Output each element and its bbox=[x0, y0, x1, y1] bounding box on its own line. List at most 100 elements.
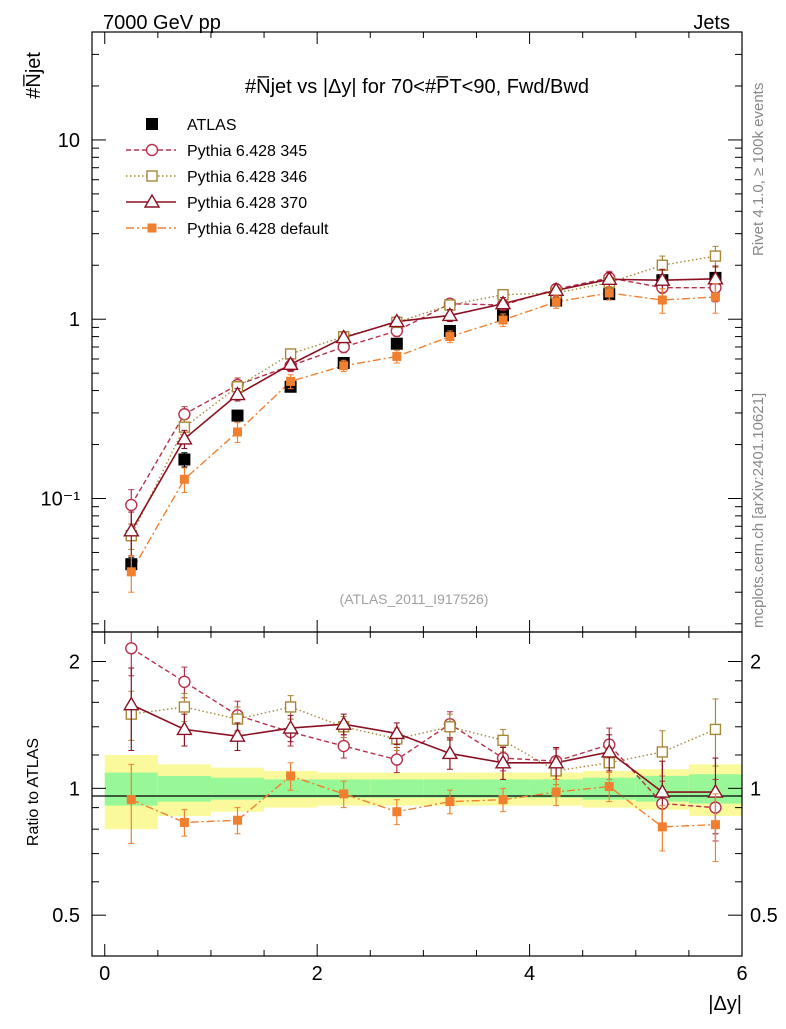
main-axes: 10 1 10⁻¹ bbox=[41, 31, 743, 632]
x-tick-label: 2 bbox=[312, 963, 323, 985]
data-point-pdef bbox=[233, 427, 243, 437]
ratio-point-pdef bbox=[710, 820, 720, 830]
main-panel: 10 1 10⁻¹ bbox=[41, 31, 743, 633]
main-lines bbox=[130, 255, 716, 573]
data-point-pdef bbox=[179, 474, 189, 484]
ratio-line-p345 bbox=[130, 647, 716, 809]
y-tick-label: 10 bbox=[58, 130, 80, 152]
data-point-pdef bbox=[710, 292, 720, 302]
band-inner bbox=[210, 777, 265, 800]
ratio-line-p370 bbox=[130, 703, 716, 793]
data-point-p370 bbox=[282, 355, 299, 371]
x-axis-label: |Δy| bbox=[708, 993, 742, 1015]
data-point-p370 bbox=[494, 295, 512, 310]
y-tick-label: 10⁻¹ bbox=[41, 488, 81, 510]
series-line-p346 bbox=[130, 255, 716, 537]
data-point-p370 bbox=[176, 430, 193, 445]
legend-label-atlas: ATLAS bbox=[187, 117, 237, 134]
legend-label-p346: Pythia 6.428 346 bbox=[187, 169, 307, 186]
chart-title: #N̅jet vs |Δy| for 70<#P̅T<90, Fwd/Bwd bbox=[245, 75, 589, 98]
ratio-point-p346 bbox=[178, 701, 191, 713]
ratio-line-p346 bbox=[131, 706, 716, 772]
header-right: Jets bbox=[693, 12, 730, 34]
data-point-atlas bbox=[390, 337, 403, 350]
ratio-ylabel: Ratio to ATLAS bbox=[25, 738, 42, 846]
y-tick-label: 1 bbox=[69, 309, 80, 331]
header-left: 7000 GeV pp bbox=[103, 12, 221, 34]
series-line-p370 bbox=[130, 278, 716, 532]
ratio-point-pdef bbox=[551, 787, 561, 797]
y-tick-label: 0.5 bbox=[52, 905, 80, 927]
ratio-point-p345 bbox=[390, 753, 404, 766]
ratio-point-p370 bbox=[654, 783, 671, 798]
data-point-p370 bbox=[335, 329, 352, 344]
ratio-lines bbox=[130, 647, 716, 828]
data-point-pdef bbox=[126, 567, 136, 577]
data-point-p370 bbox=[123, 522, 140, 537]
series-line-pdef bbox=[130, 292, 716, 573]
legend-label-p345: Pythia 6.428 345 bbox=[187, 143, 307, 160]
ratio-point-pdef bbox=[339, 789, 349, 799]
ratio-point-pdef bbox=[498, 795, 508, 805]
ratio-point-pdef bbox=[179, 817, 189, 827]
data-point-pdef bbox=[445, 332, 455, 342]
ratio-point-p370 bbox=[282, 719, 299, 734]
ratio-bands bbox=[104, 754, 742, 830]
data-point-pdef bbox=[604, 288, 614, 298]
data-point-p346 bbox=[709, 250, 722, 262]
legend-marker-p345 bbox=[145, 143, 159, 157]
data-point-p345 bbox=[178, 408, 191, 421]
data-point-atlas bbox=[231, 409, 244, 422]
ratio-point-p346 bbox=[497, 734, 509, 747]
y-tick-label-right: 0.5 bbox=[750, 905, 778, 927]
ratio-points bbox=[123, 631, 724, 863]
data-point-pdef bbox=[392, 351, 402, 361]
ratio-point-p346 bbox=[284, 701, 297, 713]
data-point-p370 bbox=[547, 281, 565, 296]
series-line-p345 bbox=[130, 277, 716, 506]
band-inner bbox=[157, 775, 211, 802]
ratio-point-p370 bbox=[494, 754, 512, 769]
band-inner bbox=[423, 779, 477, 798]
data-point-atlas bbox=[178, 453, 191, 466]
x-tick-label: 0 bbox=[99, 963, 110, 985]
data-point-p370 bbox=[654, 271, 671, 286]
ratio-point-p370 bbox=[388, 725, 406, 740]
data-point-p345 bbox=[125, 498, 138, 512]
data-point-p370 bbox=[601, 270, 618, 285]
data-point-p370 bbox=[229, 386, 246, 401]
data-point-p370 bbox=[441, 307, 459, 322]
y-tick-label-right: 1 bbox=[750, 778, 761, 800]
ratio-point-p370 bbox=[176, 721, 193, 736]
data-point-pdef bbox=[551, 297, 561, 307]
ratio-axes: 0 2 4 6 2 2 1 1 0.5 0.5 bbox=[52, 632, 778, 985]
ratio-point-p370 bbox=[229, 727, 246, 742]
main-points bbox=[123, 245, 724, 593]
data-point-p370 bbox=[388, 313, 406, 328]
ratio-point-p345 bbox=[337, 739, 350, 753]
x-tick-label: 4 bbox=[524, 963, 535, 985]
ratio-point-p370 bbox=[123, 696, 140, 711]
ratio-point-p345 bbox=[178, 675, 191, 689]
x-tick-label: 6 bbox=[736, 963, 747, 985]
ratio-point-p370 bbox=[601, 743, 618, 758]
ratio-point-pdef bbox=[233, 815, 243, 825]
data-point-pdef bbox=[657, 295, 667, 305]
y-tick-label-right: 2 bbox=[750, 652, 761, 674]
ratio-frame bbox=[91, 631, 743, 957]
ratio-point-p370 bbox=[335, 715, 352, 730]
main-ylabel: #N̅jet bbox=[22, 52, 45, 99]
ratio-point-p346 bbox=[656, 746, 669, 758]
ratio-point-pdef bbox=[392, 807, 402, 817]
side-label-mcplots: mcplots.cern.ch [arXiv:2401.10621] bbox=[750, 393, 767, 628]
ratio-point-p370 bbox=[441, 745, 459, 760]
legend-label-pdef: Pythia 6.428 default bbox=[187, 221, 329, 238]
side-label-rivet: Rivet 4.1.0, ≥ 100k events bbox=[750, 83, 767, 256]
ratio-point-p370 bbox=[547, 754, 565, 769]
ratio-point-p346 bbox=[444, 721, 456, 733]
ratio-point-pdef bbox=[286, 771, 296, 781]
ratio-panel: 0 2 4 6 2 2 1 1 0.5 0.5 bbox=[52, 631, 778, 985]
data-point-pdef bbox=[498, 315, 508, 325]
